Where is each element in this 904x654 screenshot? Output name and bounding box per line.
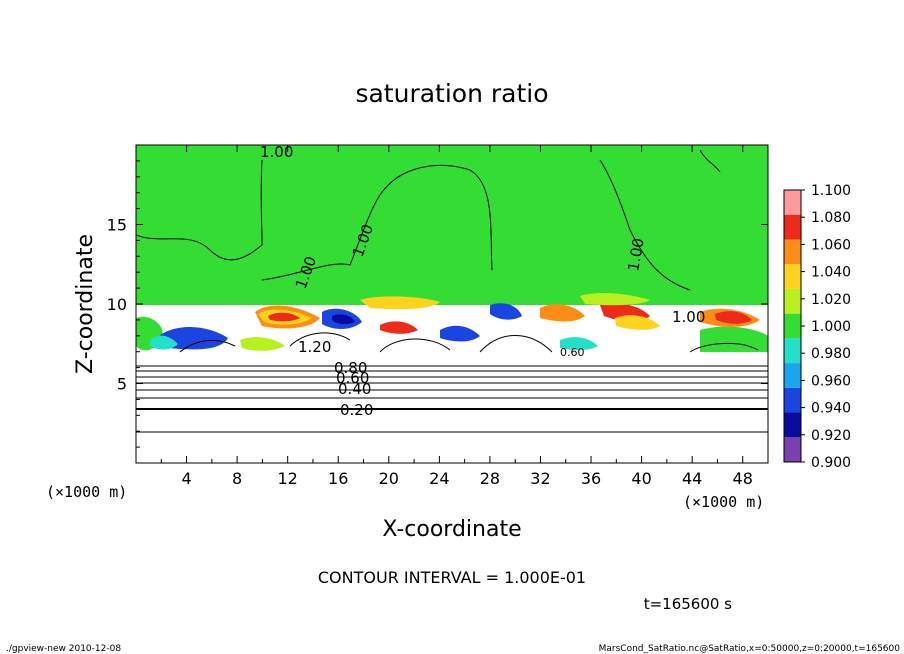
colorbar-label: 0.940 (811, 401, 851, 417)
colorbar-swatch (784, 264, 801, 289)
x-tick-label: 8 (232, 469, 242, 488)
contour-label: 1.20 (298, 338, 331, 356)
cyan-band-2 (560, 337, 598, 350)
colorbar-label: 1.100 (811, 183, 851, 199)
colorbar-swatch (784, 363, 801, 388)
cyan-band-1 (150, 335, 178, 350)
contour-label: 1.00 (260, 143, 293, 161)
colorbar-swatch (784, 387, 801, 413)
contour-1.00-c (599, 159, 691, 291)
x-tick-label: 20 (379, 469, 399, 488)
green-patch-right (700, 326, 768, 352)
contour-1.00-b (261, 164, 493, 281)
y-tick-label: 5 (117, 375, 127, 394)
colorbar-label: 0.920 (811, 428, 851, 444)
contour-label: 0.80 (334, 359, 367, 377)
footer-left: ./gpview-new 2010-12-08 (6, 644, 121, 654)
colorbar-label: 0.980 (811, 346, 851, 362)
colorbar-swatch (784, 338, 801, 364)
contour-label: 1.00 (672, 308, 705, 326)
cloud-layer (136, 293, 768, 352)
colorbar-swatch (784, 437, 801, 462)
red-band-1 (268, 312, 300, 322)
colorbar-label: 1.000 (811, 319, 851, 335)
contour-1.00-d (699, 149, 721, 173)
x-unit-label-left: (×1000 m) (46, 483, 127, 501)
x-tick-label: 16 (328, 469, 348, 488)
x-tick-label: 36 (581, 469, 601, 488)
colorbar-label: 1.080 (811, 210, 851, 226)
x-tick-label: 48 (733, 469, 753, 488)
red-band-4 (715, 311, 752, 324)
red-band-2 (380, 321, 418, 334)
plot-area: 1.00 1.00 1.00 1.00 1.00 1.20 0.80 0.60 … (136, 143, 768, 463)
x-axis-label: X-coordinate (382, 517, 521, 542)
colorbar-label: 0.960 (811, 373, 851, 389)
lime-band-1 (580, 293, 650, 306)
x-tick-label: 28 (480, 469, 500, 488)
blue-band-4 (440, 325, 480, 342)
colorbar-swatch (784, 288, 801, 314)
contour-label: 1.00 (624, 237, 648, 273)
colorbar-label: 1.020 (811, 292, 851, 308)
navy-band-1 (332, 314, 355, 325)
contour-label: 0.60 (336, 369, 369, 387)
y-axis-label: Z-coordinate (73, 234, 98, 374)
x-unit-label-right: (×1000 m) (683, 493, 764, 511)
x-tick-label: 32 (530, 469, 550, 488)
chart-title: saturation ratio (355, 79, 548, 108)
lime-band-2 (240, 337, 285, 351)
contour-label: 0.20 (340, 401, 373, 419)
colorbar-swatch (784, 190, 801, 215)
orange-band-2 (540, 304, 585, 322)
yellow-band-2 (360, 296, 440, 310)
contour-1.20-cloud (179, 332, 759, 353)
x-tick-label: 44 (682, 469, 702, 488)
yellow-band-3 (615, 315, 660, 330)
time-label: t=165600 s (644, 595, 732, 613)
contour-label: 0.40 (338, 380, 371, 398)
y-axis: 5 10 15 (107, 160, 768, 448)
contour-label: 0.60 (560, 346, 585, 359)
colorbar-swatch (784, 214, 801, 240)
y-tick-label: 15 (107, 216, 127, 235)
x-tick-label: 12 (278, 469, 298, 488)
footer-right: MarsCond_SatRatio.nc@SatRatio,x=0:50000,… (599, 644, 901, 654)
colorbar-swatch (784, 239, 801, 265)
x-tick-label: 40 (631, 469, 651, 488)
colorbar-label: 1.060 (811, 237, 851, 253)
x-axis: 4 8 12 16 20 24 28 32 36 40 44 48 (160, 145, 753, 488)
saturated-region (136, 145, 768, 305)
x-tick-label: 4 (181, 469, 191, 488)
colorbar: 0.900 0.920 0.940 0.960 0.980 1.000 1.020 1.040… (783, 183, 851, 471)
colorbar-label: 0.900 (811, 455, 851, 471)
contour-lines (136, 149, 768, 433)
contour-interval: CONTOUR INTERVAL = 1.000E-01 (318, 568, 586, 587)
x-tick-label: 24 (429, 469, 449, 488)
contour-1.00-a (136, 159, 263, 261)
colorbar-swatch (784, 412, 801, 438)
blue-band-3 (490, 303, 522, 320)
y-tick-label: 10 (107, 295, 127, 314)
colorbar-swatch (784, 313, 801, 339)
colorbar-label: 1.040 (811, 265, 851, 281)
